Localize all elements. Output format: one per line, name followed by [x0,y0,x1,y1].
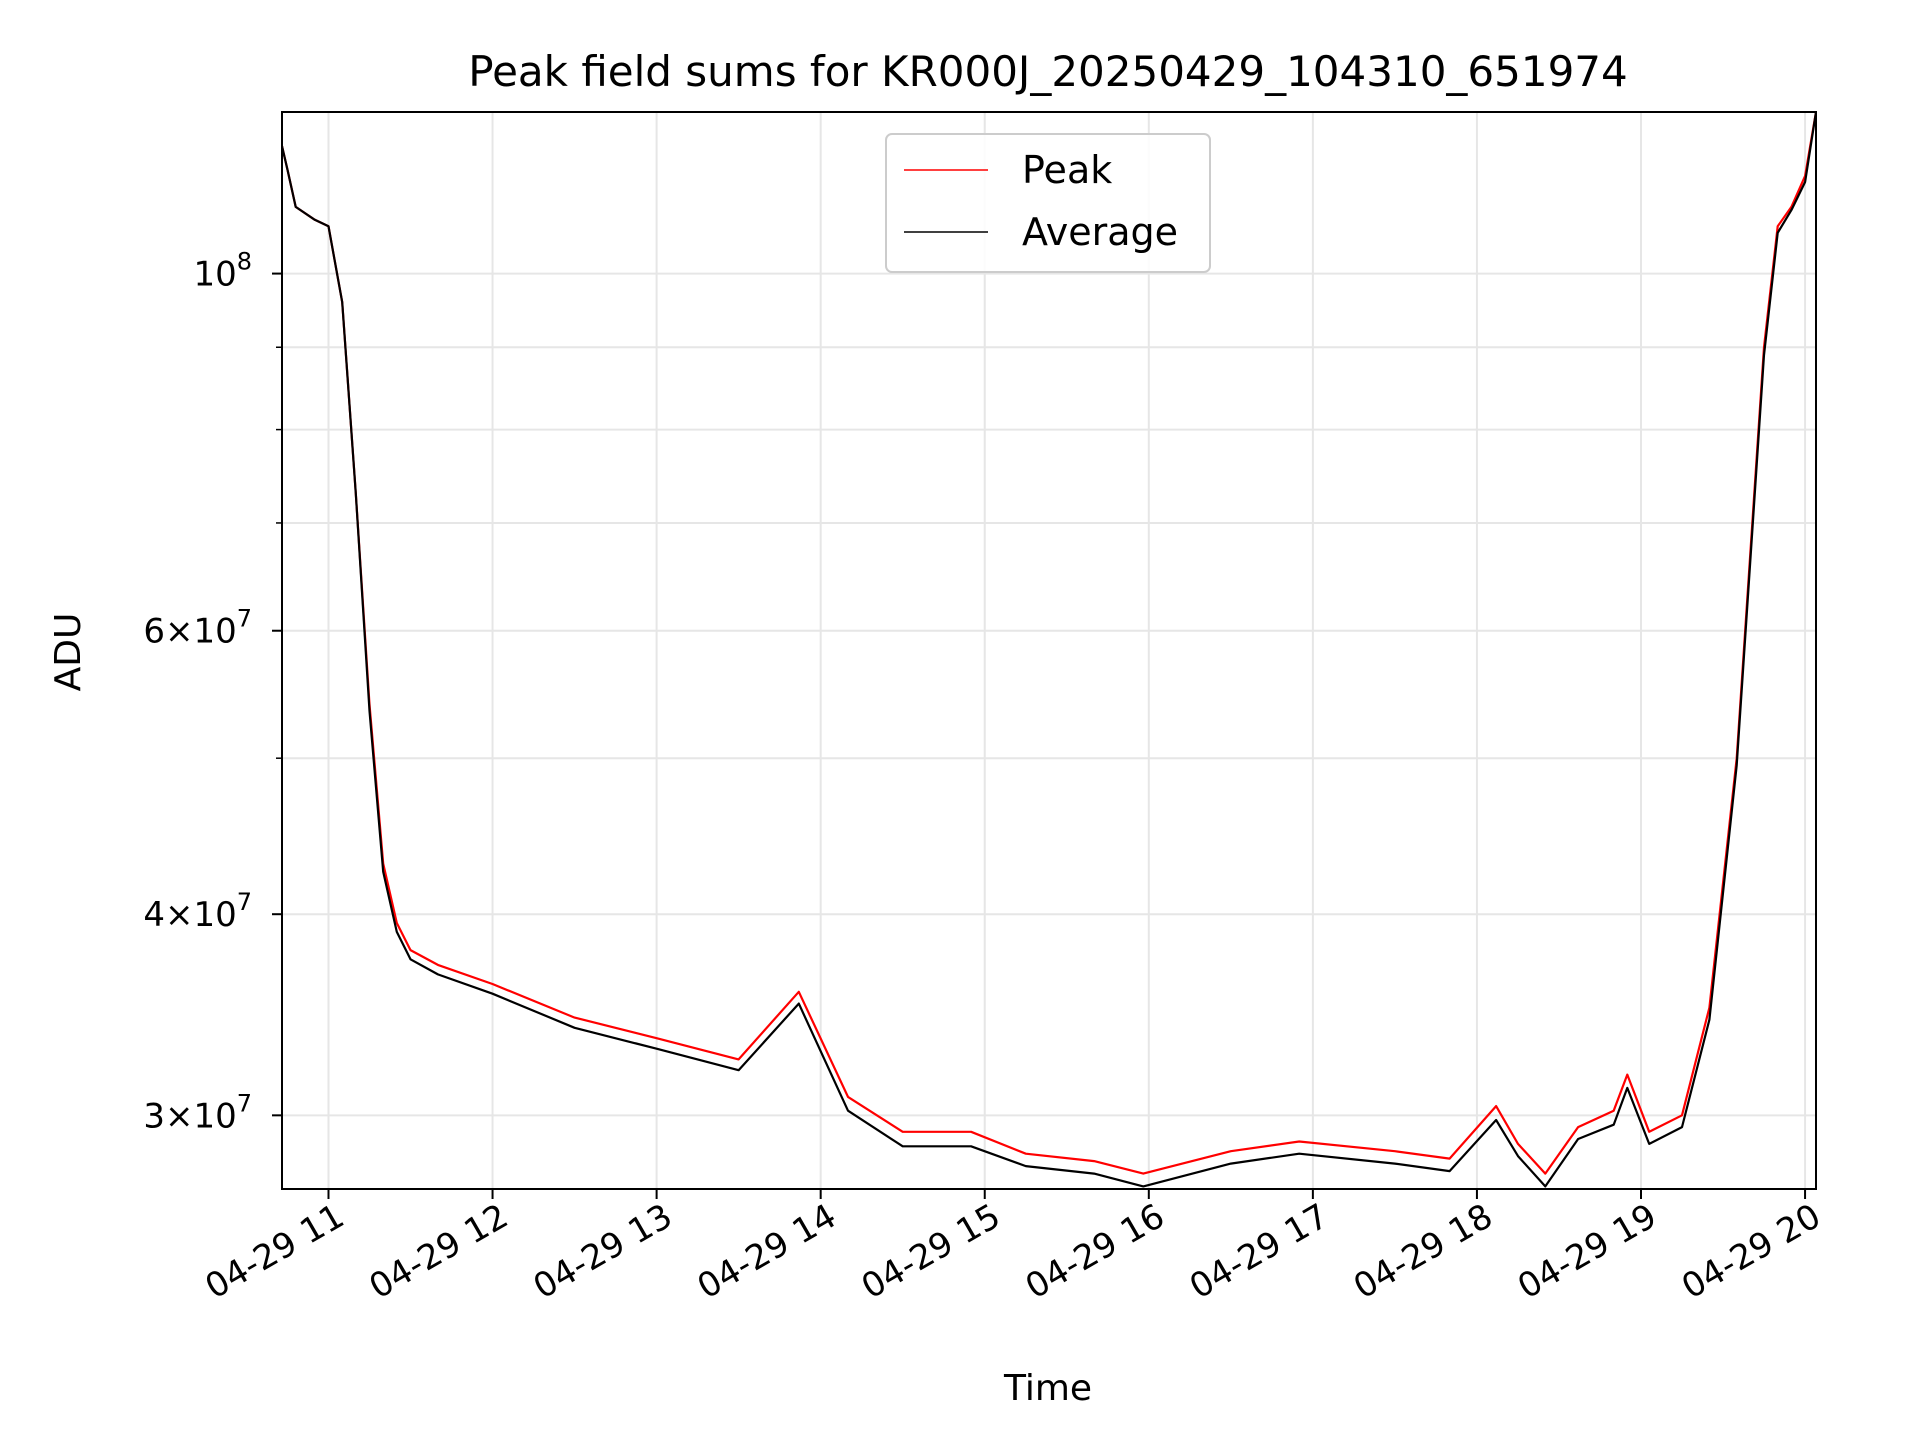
legend-label-average: Average [1022,210,1178,254]
series-line-average [282,112,1816,1188]
y-tick-label: 3×107 [143,1089,252,1136]
plot-frame [281,111,1817,1190]
grid [282,112,1816,1189]
y-axis-title: ADU [48,613,89,692]
x-axis-title: Time [1003,1368,1092,1409]
legend: Peak Average [885,133,1211,273]
y-tick-label: 4×107 [143,888,252,935]
chart-title: Peak field sums for KR000J_20250429_1043… [468,47,1628,96]
y-tick-label: 108 [193,248,252,295]
legend-box [885,133,1211,273]
legend-label-peak: Peak [1022,148,1112,192]
series-lines [282,112,1816,1188]
y-tick-label: 6×107 [143,605,252,652]
